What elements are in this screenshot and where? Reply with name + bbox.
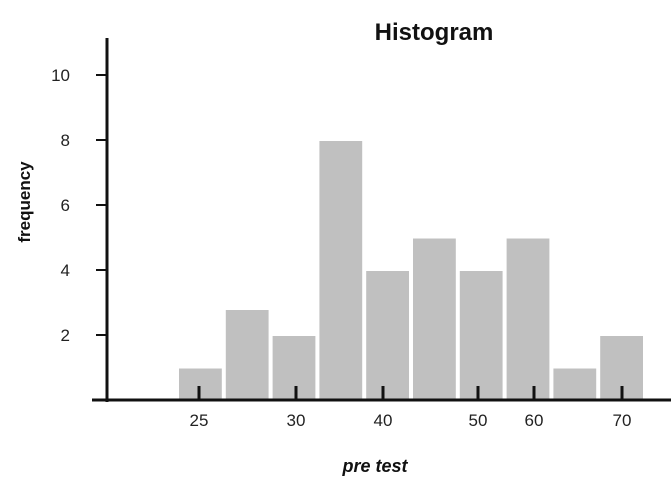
chart-title: Histogram [375,19,494,46]
x-tick-label: 50 [469,411,488,430]
x-ticks-layer: 25 30 40 50 60 70 [190,386,632,430]
x-tick-label: 40 [374,411,393,430]
histogram-bar [504,236,552,401]
histogram-bar [223,308,271,401]
histogram-bar [270,334,318,401]
histogram-bar [317,139,365,401]
y-ticks-layer: 2 4 6 8 10 [51,66,107,345]
histogram-bar [551,366,599,401]
y-tick-label: 2 [61,326,70,345]
histogram-bar [457,269,505,401]
x-tick-label: 30 [287,411,306,430]
x-tick-label: 25 [190,411,209,430]
x-tick-label: 60 [525,411,544,430]
histogram-bar [364,269,412,401]
histogram-bar [411,236,458,401]
y-tick-label: 6 [61,196,70,215]
y-tick-label: 8 [61,131,70,150]
bars-layer [177,139,646,401]
x-axis-label: pre test [341,456,408,476]
y-tick-label: 4 [61,261,70,280]
x-tick-label: 70 [613,411,632,430]
y-axis-label: frequency [15,161,34,243]
y-tick-label: 10 [51,66,70,85]
